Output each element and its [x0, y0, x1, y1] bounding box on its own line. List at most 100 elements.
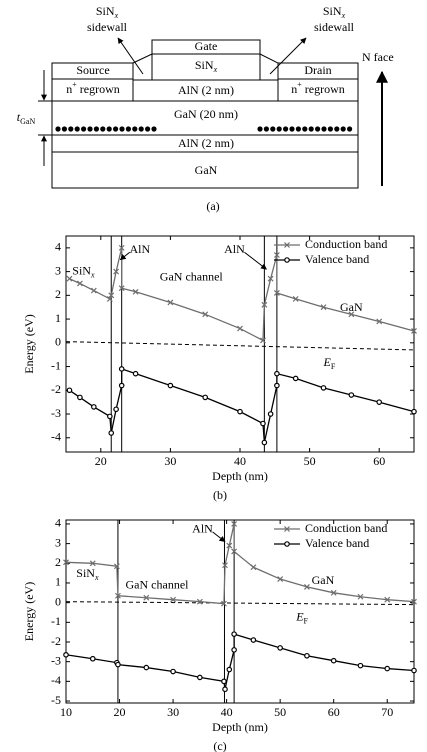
marker: [292, 375, 299, 382]
dot: [295, 126, 301, 132]
marker: [304, 652, 310, 659]
dot: [74, 126, 80, 132]
dot: [87, 126, 93, 132]
dot: [68, 126, 74, 132]
marker: [113, 563, 120, 570]
gate-label: Gate: [195, 39, 218, 53]
source-label: Source: [76, 63, 109, 77]
y-tick-label: -4: [51, 430, 61, 444]
marker: [226, 666, 233, 673]
marker: [231, 631, 237, 637]
marker: [108, 430, 115, 436]
marker: [411, 667, 417, 674]
text-part: x: [213, 65, 218, 74]
marker: [63, 651, 69, 658]
substrate-label: GaN: [195, 163, 218, 177]
x-tick-label: 20: [114, 705, 126, 719]
marker: [132, 370, 139, 377]
x-tick-label: 70: [381, 705, 393, 719]
marker: [348, 311, 355, 318]
sidewall-label: sidewall: [314, 20, 355, 34]
marker: [231, 548, 238, 555]
x-tick-label: 30: [164, 454, 176, 468]
marker: [250, 564, 257, 571]
caption: (b): [213, 488, 227, 502]
dot: [263, 126, 269, 132]
annotation: GaN channel: [160, 269, 224, 283]
marker: [118, 382, 125, 389]
dot: [93, 126, 99, 132]
fermi-label: EF: [295, 609, 308, 626]
y-tick-label: -5: [51, 693, 61, 707]
source-box: [51, 62, 134, 102]
marker: [261, 301, 268, 308]
marker: [384, 596, 391, 603]
text-part: +: [72, 80, 77, 89]
marker: [143, 594, 150, 601]
text-part: x: [90, 271, 95, 280]
fermi-label: EF: [323, 355, 336, 372]
marker: [231, 521, 238, 527]
y-tick-label: -3: [51, 653, 61, 667]
marker: [118, 285, 125, 292]
annotation: GaN: [340, 300, 363, 314]
marker: [411, 408, 417, 415]
gate-box: [151, 39, 261, 55]
device-diagram: Source n+ regrown Drain n+ regrown Gate …: [17, 4, 394, 213]
plot-frame: [65, 519, 415, 704]
caption: (a): [206, 199, 219, 213]
x-axis-label: Depth (nm): [212, 469, 268, 483]
plot-frame: [65, 235, 415, 453]
text-part: SiN: [195, 58, 214, 72]
annotation-arrow: [212, 531, 226, 543]
dot: [308, 126, 314, 132]
marker: [260, 420, 266, 427]
y-tick-label: 3: [55, 263, 61, 277]
annotation: GaN: [312, 573, 335, 587]
dot: [119, 126, 125, 132]
dot: [283, 126, 289, 132]
text-part: x: [114, 11, 119, 20]
marker: [91, 404, 97, 410]
marker: [226, 542, 233, 549]
marker: [118, 366, 125, 372]
marker: [197, 674, 203, 681]
marker: [113, 406, 119, 413]
dot: [257, 126, 263, 132]
marker: [90, 287, 97, 294]
y-tick-label: 0: [55, 335, 61, 349]
y-tick-label: -3: [51, 406, 61, 420]
y-tick-label: -2: [51, 382, 61, 396]
dot: [340, 126, 346, 132]
marker: [273, 290, 280, 296]
gate-dielectric-label: SiNx: [195, 58, 218, 75]
marker: [115, 661, 121, 668]
marker: [202, 311, 209, 318]
y-tick-label: -4: [51, 673, 61, 687]
y-tick-label: 4: [55, 516, 61, 530]
text-part: GaN: [20, 117, 35, 126]
marker: [221, 600, 227, 607]
dot: [106, 126, 112, 132]
dot: [315, 126, 321, 132]
arrow: [269, 37, 307, 75]
y-tick-label: -2: [51, 634, 61, 648]
annotation: AlN: [192, 522, 213, 536]
marker: [107, 413, 113, 420]
text-part: SiN: [76, 566, 95, 580]
text-part: SiN: [96, 4, 115, 18]
dot: [132, 126, 138, 132]
text-part: n: [66, 82, 72, 96]
marker: [357, 662, 364, 669]
text-part: x: [341, 11, 346, 20]
marker: [170, 668, 176, 675]
annotation: GaN channel: [126, 578, 190, 592]
annotation: SiNx: [72, 263, 95, 280]
text-part: SiN: [323, 4, 342, 18]
annotation-arrow: [244, 251, 267, 270]
marker: [273, 252, 280, 258]
marker: [260, 337, 266, 344]
electron-dots: [55, 126, 353, 132]
series-line: [69, 247, 415, 342]
dot: [113, 126, 119, 132]
